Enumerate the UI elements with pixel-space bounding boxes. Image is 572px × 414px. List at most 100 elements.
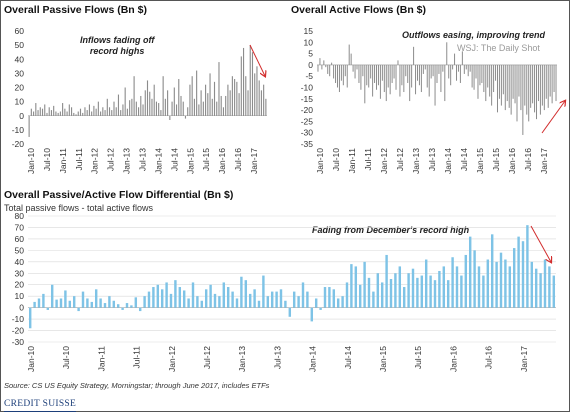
diff-bar [253,289,256,308]
diff-bar [169,293,173,308]
active-bar [520,64,522,111]
passive-ytick-label: -10 [12,125,25,135]
active-bar [352,64,354,72]
active-bar [436,64,438,83]
active-xtick-label: Jan-11 [347,148,357,174]
diff-bar [345,282,349,308]
active-bar [387,64,389,88]
active-bar [545,64,547,99]
passive-bar [209,73,211,116]
active-bar [518,64,520,97]
active-bar [555,64,557,102]
passive-bar [117,94,120,116]
active-bar [342,64,344,86]
diff-bar [323,287,327,308]
passive-bar [178,79,180,116]
active-bar [539,64,541,115]
passive-bar [155,101,157,116]
diff-bar [504,259,507,308]
active-bar [551,64,553,104]
active-bar [479,64,481,86]
active-bar [364,64,366,104]
passive-bar [242,47,245,116]
active-bar [399,64,401,97]
passive-bar [167,90,169,116]
active-bar [448,64,450,79]
diff-bar [235,298,239,308]
diff-bar [209,284,212,308]
diff-bar [385,254,388,308]
diff-xtick-label: Jul-12 [202,346,212,369]
active-bar [475,64,477,79]
diff-bar [332,289,336,308]
diff-bar [72,296,76,308]
diff-bar [411,268,415,308]
passive-ytick-label: 30 [15,68,25,78]
passive-bar [184,115,187,119]
active-ytick-label: -5 [305,71,313,81]
passive-bar [82,112,84,116]
diff-bar [314,298,318,308]
diff-bar [112,300,116,308]
active-bar [395,64,397,90]
passive-bar [131,98,133,116]
passive-bar [160,110,162,116]
active-bar [389,64,391,95]
diff-bar [508,266,512,308]
active-bar [426,64,428,88]
passive-bar [245,76,247,116]
passive-bar [124,87,126,116]
active-bar [362,64,364,77]
diff-bar [33,301,36,308]
passive-bar [84,107,86,116]
passive-xtick-label: Jan-15 [185,148,195,174]
active-ytick-label: 15 [304,26,314,36]
diff-bar [284,300,287,308]
diff-xtick-label: Jan-14 [308,346,318,372]
diff-ytick-label: 80 [15,211,25,221]
passive-xtick-label: Jan-12 [90,148,100,174]
active-bar [391,64,393,83]
active-bar [493,64,495,93]
passive-xtick-label: Jul-13 [138,148,148,171]
passive-bar [211,98,213,116]
diff-ytick-label: 0 [19,303,24,313]
active-bar [485,64,487,102]
passive-bar [77,111,79,116]
active-bar [489,64,491,97]
diff-xtick-label: Jan-10 [26,346,36,372]
passive-xtick-label: Jan-13 [122,148,132,174]
active-xtick-label: Jul-11 [363,148,373,171]
passive-bar [41,108,44,116]
diff-bar [438,270,441,308]
passive-bar [173,87,175,116]
active-bar [348,44,350,65]
diff-bar [160,289,164,308]
diff-annotation: Fading from December's record high [312,225,470,235]
diff-bar [477,266,481,308]
passive-bar [138,107,140,116]
active-xtick-label: Jul-16 [523,148,533,171]
diff-bar [59,298,63,308]
active-bar [512,64,514,99]
diff-bar [460,275,463,308]
active-bar [496,64,498,113]
diff-bar [548,266,551,308]
active-bar [325,64,327,68]
diff-bar [420,275,424,308]
diff-bar [512,248,516,308]
diff-xtick-label: Jul-13 [272,346,282,369]
passive-xtick-label: Jan-10 [26,148,36,174]
diff-bar [244,280,248,308]
passive-bar [102,107,104,116]
diff-title: Overall Passive/Active Flow Differential… [4,189,234,201]
passive-bar [218,62,220,116]
active-bar [397,60,399,65]
active-bar [471,64,473,88]
passive-ytick-label: 20 [15,83,25,93]
diff-bar [517,236,520,308]
passive-xtick-label: Jan-16 [217,148,227,174]
active-annotation: Outflows easing, improving trend [402,30,546,40]
passive-bar [129,100,131,116]
